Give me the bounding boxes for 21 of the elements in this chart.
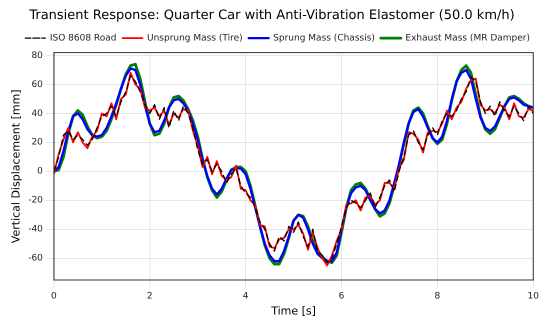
x-tick-label: 6 — [338, 292, 345, 302]
legend-label: Exhaust Mass (MR Damper) — [405, 33, 530, 44]
y-tick-label: 20 — [31, 138, 44, 148]
chart-title: Transient Response: Quarter Car with Anti-Vibration Elastomer (50.0 km/h) — [28, 8, 515, 24]
y-tick-label: 40 — [31, 108, 44, 119]
legend-label: Sprung Mass (Chassis) — [273, 33, 375, 44]
y-tick-label: 60 — [31, 80, 44, 90]
x-tick-label: 4 — [242, 292, 249, 302]
y-tick-label: -20 — [28, 196, 44, 206]
x-axis-title: Time [s] — [270, 304, 316, 318]
x-tick-label: 8 — [434, 292, 441, 302]
x-tick-label: 0 — [51, 292, 58, 302]
x-tick-label: 2 — [146, 292, 153, 302]
y-tick-label: -40 — [28, 224, 44, 235]
y-tick-label: 80 — [31, 50, 44, 61]
y-tick-label: 0 — [37, 166, 44, 177]
legend-label: Unsprung Mass (Tire) — [147, 33, 243, 44]
y-tick-label: -60 — [28, 254, 44, 264]
legend-label: ISO 8608 Road — [50, 33, 117, 44]
x-tick-label: 10 — [528, 292, 540, 302]
y-axis-title: Vertical Displacement [mm] — [9, 89, 22, 244]
